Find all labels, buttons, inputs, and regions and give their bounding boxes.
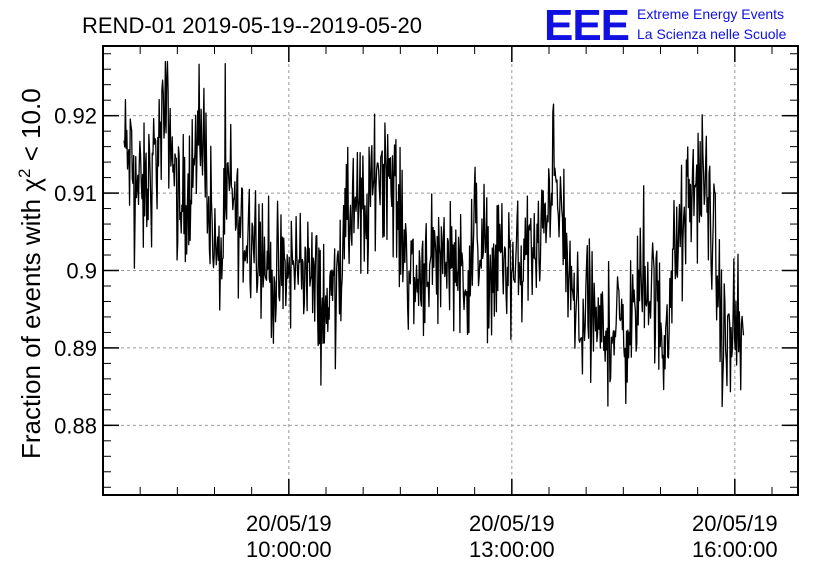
eee-logo-mark: EEE [544, 1, 630, 50]
x-tick-label-time: 16:00:00 [692, 537, 778, 562]
x-tick-labels: 20/05/1910:00:0020/05/1913:00:0020/05/19… [246, 511, 778, 562]
x-tick-label-time: 13:00:00 [469, 537, 555, 562]
plot-frame [102, 45, 799, 496]
y-tick-labels: 0.88 0.89 0.9 0.91 0.92 [54, 104, 97, 439]
eee-logo: EEE Extreme Energy Events La Scienza nel… [544, 1, 787, 50]
y-tick-label: 0.91 [54, 181, 97, 206]
series-line [123, 60, 745, 408]
y-tick-label: 0.92 [54, 104, 97, 129]
x-tick-label-time: 10:00:00 [246, 537, 332, 562]
logo-line-1: Extreme Energy Events [637, 6, 784, 22]
y-tick-label: 0.89 [54, 336, 97, 361]
y-axis-label: Fraction of events with χ2 < 10.0 [15, 88, 46, 459]
axis-ticks [102, 46, 798, 495]
x-tick-label-date: 20/05/19 [246, 511, 332, 536]
x-tick-label-date: 20/05/19 [692, 511, 778, 536]
logo-line-2: La Scienza nelle Scuole [637, 26, 787, 42]
y-tick-label: 0.9 [66, 259, 97, 284]
chart-title: REND-01 2019-05-19--2019-05-20 [82, 13, 422, 38]
y-tick-label: 0.88 [54, 413, 97, 438]
x-tick-label-date: 20/05/19 [469, 511, 555, 536]
